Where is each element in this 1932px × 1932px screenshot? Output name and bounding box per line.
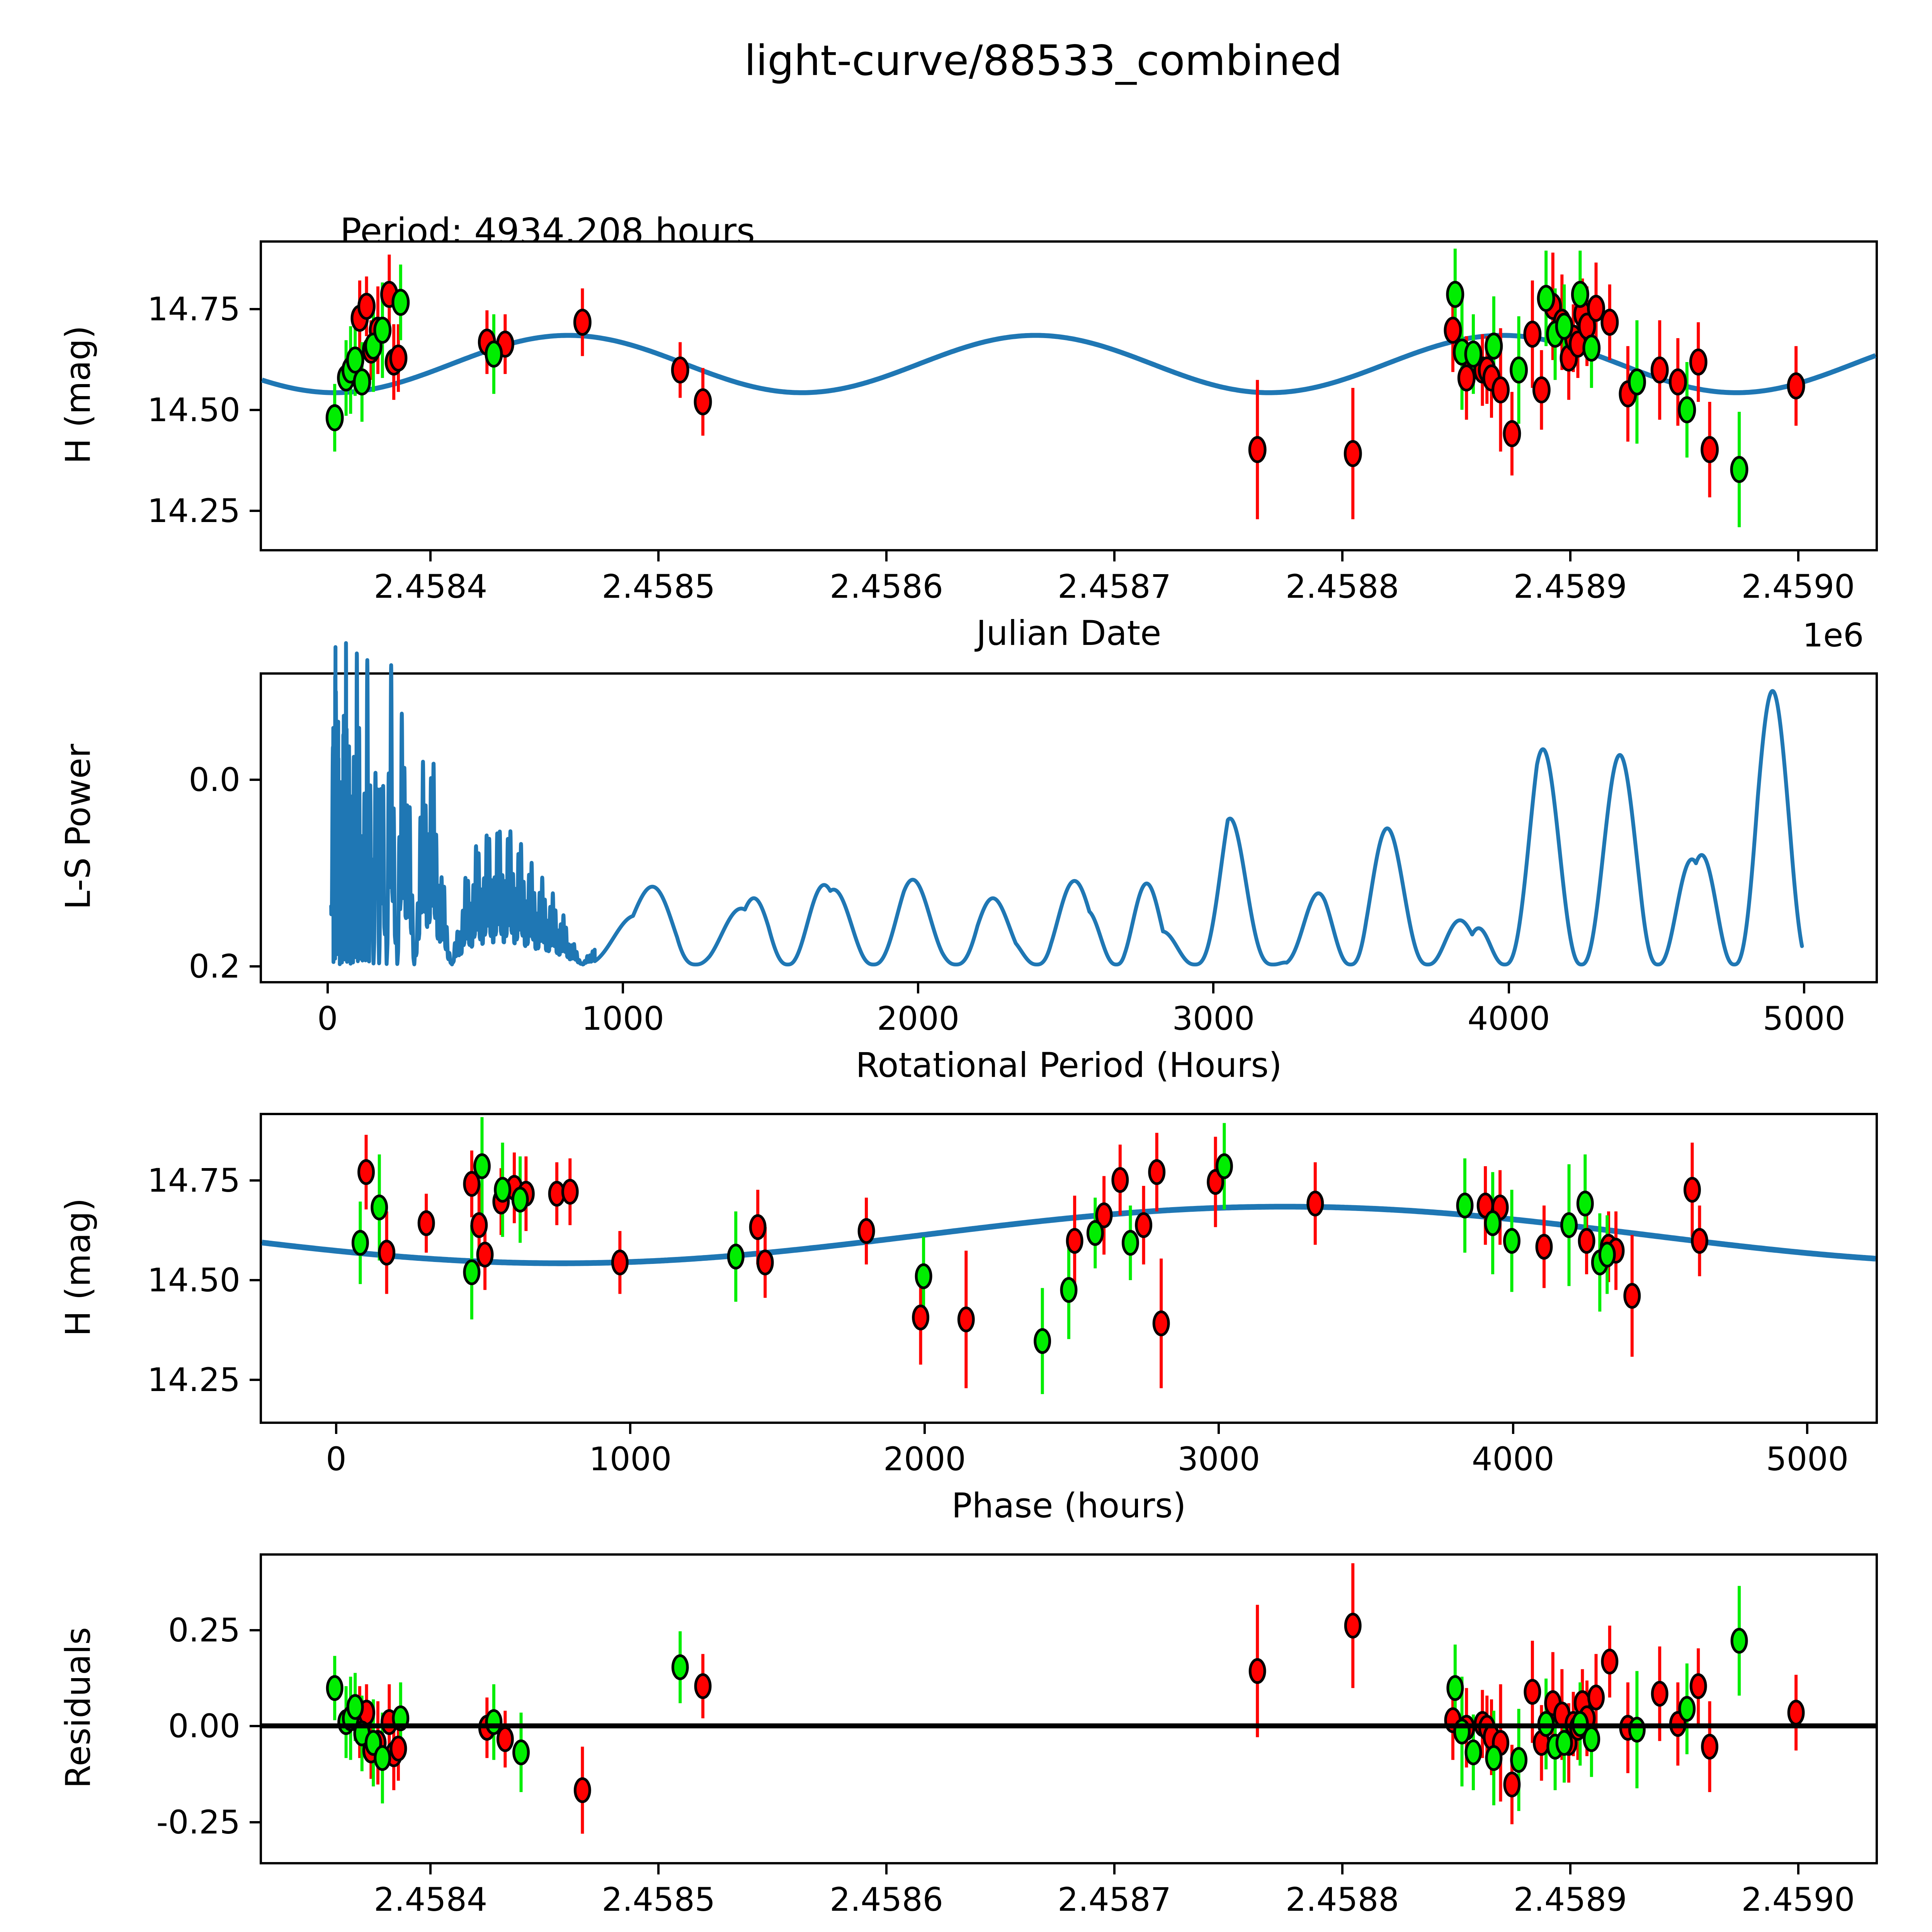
x-tick-label: 2.4588 [1285, 1881, 1399, 1918]
periodogram-plot-area [329, 641, 1804, 967]
x-tickmark [1113, 551, 1116, 561]
x-tickmark [429, 551, 432, 561]
x-tickmark [629, 1424, 632, 1434]
x-tick-label: 2.4584 [374, 1881, 488, 1918]
x-tick-label: 2.4585 [602, 1881, 716, 1918]
y-tickmark [250, 779, 260, 781]
figure-title: light-curve/88533_combined [744, 37, 1342, 85]
y-tickmark [250, 409, 260, 412]
x-tickmark [1797, 551, 1799, 561]
x-tick-label: 2.4590 [1741, 568, 1855, 605]
y-tick-label: 0.2 [189, 947, 240, 986]
lightcurve-xlabel: Julian Date [976, 613, 1162, 653]
y-tick-label: 14.25 [147, 492, 240, 530]
x-tickmark [885, 551, 888, 561]
x-tick-label: 3000 [1172, 1000, 1255, 1037]
x-tickmark [1797, 1864, 1799, 1874]
y-tickmark [250, 1179, 260, 1182]
x-tickmark [657, 1864, 660, 1874]
x-tickmark [335, 1424, 337, 1434]
periodogram-xlabel: Rotational Period (Hours) [855, 1045, 1282, 1085]
y-tickmark [250, 1629, 260, 1631]
x-tick-label: 2.4589 [1513, 568, 1627, 605]
x-tickmark [1507, 983, 1510, 993]
x-tick-label: 4000 [1471, 1440, 1554, 1478]
y-tick-label: 0.00 [168, 1707, 240, 1745]
y-tick-label: 0.0 [189, 761, 240, 799]
y-tick-label: 14.25 [147, 1361, 240, 1399]
x-tick-label: 2.4586 [830, 568, 944, 605]
x-tick-label: 2.4587 [1058, 1881, 1171, 1918]
lightcurve-plot-area [261, 248, 1877, 527]
lightcurve-panel [260, 240, 1878, 551]
phase-xlabel: Phase (hours) [951, 1486, 1186, 1526]
x-tickmark [1113, 1864, 1116, 1874]
lightcurve-offset-text: 1e6 [1803, 616, 1864, 654]
x-tick-label: 0 [326, 1440, 347, 1478]
y-tick-label: 14.75 [147, 290, 240, 328]
x-tick-label: 2.4584 [374, 568, 488, 605]
x-tickmark [1569, 551, 1571, 561]
x-tickmark [657, 551, 660, 561]
x-tick-label: 2.4586 [830, 1881, 944, 1918]
y-tick-label: -0.25 [156, 1803, 240, 1841]
x-tick-label: 2.4585 [602, 568, 716, 605]
y-tickmark [250, 1379, 260, 1381]
x-tick-label: 2.4587 [1058, 568, 1171, 605]
x-tick-label: 2000 [877, 1000, 960, 1037]
x-tickmark [1341, 1864, 1344, 1874]
x-tick-label: 2.4589 [1513, 1881, 1627, 1918]
x-tickmark [1218, 1424, 1220, 1434]
x-tickmark [885, 1864, 888, 1874]
x-tick-label: 2000 [883, 1440, 966, 1478]
residuals-panel [260, 1553, 1878, 1864]
x-tick-label: 2.4590 [1741, 1881, 1855, 1918]
y-tick-label: 14.75 [147, 1162, 240, 1200]
x-tickmark [1806, 1424, 1809, 1434]
x-tick-label: 0 [317, 1000, 338, 1037]
y-tickmark [250, 965, 260, 968]
y-tickmark [250, 1821, 260, 1823]
y-tickmark [250, 308, 260, 310]
x-tickmark [917, 983, 920, 993]
y-tickmark [250, 1279, 260, 1282]
x-tickmark [429, 1864, 432, 1874]
x-tickmark [1803, 983, 1805, 993]
x-tickmark [326, 983, 329, 993]
residuals-xlabel: Julian Date [260, 1926, 1878, 1932]
x-tick-label: 1000 [582, 1000, 664, 1037]
x-tickmark [1341, 551, 1344, 561]
x-tick-label: 2.4588 [1285, 568, 1399, 605]
phase-plot-area [261, 1117, 1877, 1394]
y-tickmark [250, 1725, 260, 1728]
y-tickmark [250, 510, 260, 512]
phase-panel [260, 1113, 1878, 1424]
periodogram-panel [260, 641, 1878, 983]
x-tick-label: 5000 [1763, 1000, 1845, 1037]
residuals-plot-area [262, 1563, 1876, 1834]
x-tickmark [1512, 1424, 1514, 1434]
x-tickmark [622, 983, 624, 993]
y-tick-label: 14.50 [147, 1261, 240, 1299]
x-tick-label: 4000 [1467, 1000, 1550, 1037]
x-tickmark [923, 1424, 926, 1434]
y-tick-label: 0.25 [168, 1611, 240, 1649]
x-tick-label: 3000 [1177, 1440, 1260, 1478]
x-tickmark [1212, 983, 1215, 993]
y-tick-label: 14.50 [147, 391, 240, 429]
x-tick-label: 1000 [589, 1440, 672, 1478]
x-tickmark [1569, 1864, 1571, 1874]
x-tick-label: 5000 [1766, 1440, 1849, 1478]
